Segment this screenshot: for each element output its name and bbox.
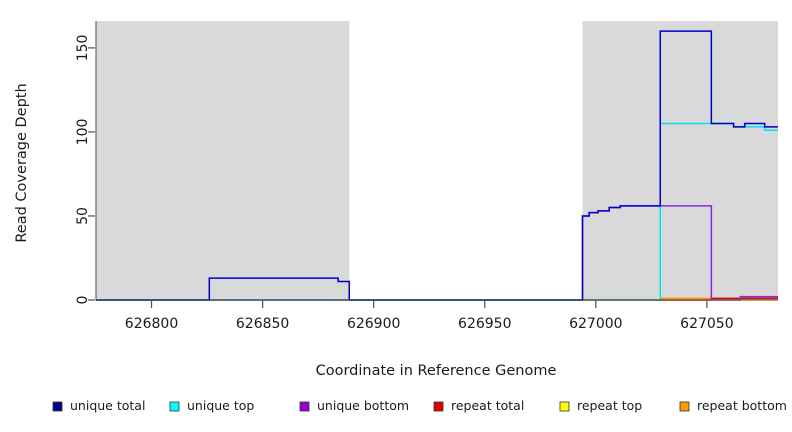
- x-tick-label-3: 626950: [458, 316, 511, 332]
- legend-item-unique-bottom[interactable]: unique bottom: [299, 398, 409, 413]
- legend-swatch-icon: [299, 401, 310, 412]
- legend-swatch-icon: [433, 401, 444, 412]
- legend-item-unique-total[interactable]: unique total: [52, 398, 145, 413]
- legend-swatch-icon: [52, 401, 63, 412]
- legend-item-label: unique top: [187, 398, 254, 413]
- x-tick-label-0: 626800: [125, 316, 178, 332]
- legend-item-label: repeat top: [577, 398, 642, 413]
- right-mask: [779, 0, 792, 330]
- x-tick-label-2: 626900: [347, 316, 400, 332]
- shaded-regions: [96, 21, 778, 300]
- shaded-region-0: [96, 21, 350, 300]
- legend-item-label: repeat bottom: [697, 398, 787, 413]
- legend-item-repeat-bottom[interactable]: repeat bottom: [679, 398, 787, 413]
- legend-swatch-icon: [679, 401, 690, 412]
- y-tick-label-0: 0: [75, 296, 91, 305]
- legend-item-label: unique bottom: [317, 398, 409, 413]
- series-layer: [0, 0, 792, 361]
- x-tick-label-5: 627050: [680, 316, 733, 332]
- series-unique-total: [96, 30, 778, 301]
- legend-item-repeat-total[interactable]: repeat total: [433, 398, 524, 413]
- y-tick-label-2: 100: [75, 119, 91, 146]
- x-tick-label-4: 627000: [569, 316, 622, 332]
- x-tick-label-1: 626850: [236, 316, 289, 332]
- below-axis-mask: [0, 301, 792, 361]
- legend-item-label: unique total: [70, 398, 145, 413]
- legend-swatch-icon: [169, 401, 180, 412]
- legend-swatch-icon: [559, 401, 570, 412]
- legend-item-repeat-top[interactable]: repeat top: [559, 398, 642, 413]
- legend: unique total unique top unique bottom repea…: [52, 398, 787, 413]
- legend-item-label: repeat total: [451, 398, 524, 413]
- x-axis-title: Coordinate in Reference Genome: [316, 363, 557, 379]
- y-tick-label-3: 150: [75, 35, 91, 62]
- legend-item-unique-top[interactable]: unique top: [169, 398, 254, 413]
- y-tick-label-1: 50: [75, 207, 91, 225]
- axis-layer: 626800 626850 626900 626950 627000 627050 0 50 1…: [75, 21, 778, 332]
- shaded-region-1: [582, 21, 778, 300]
- y-axis-title: Read Coverage Depth: [14, 83, 30, 242]
